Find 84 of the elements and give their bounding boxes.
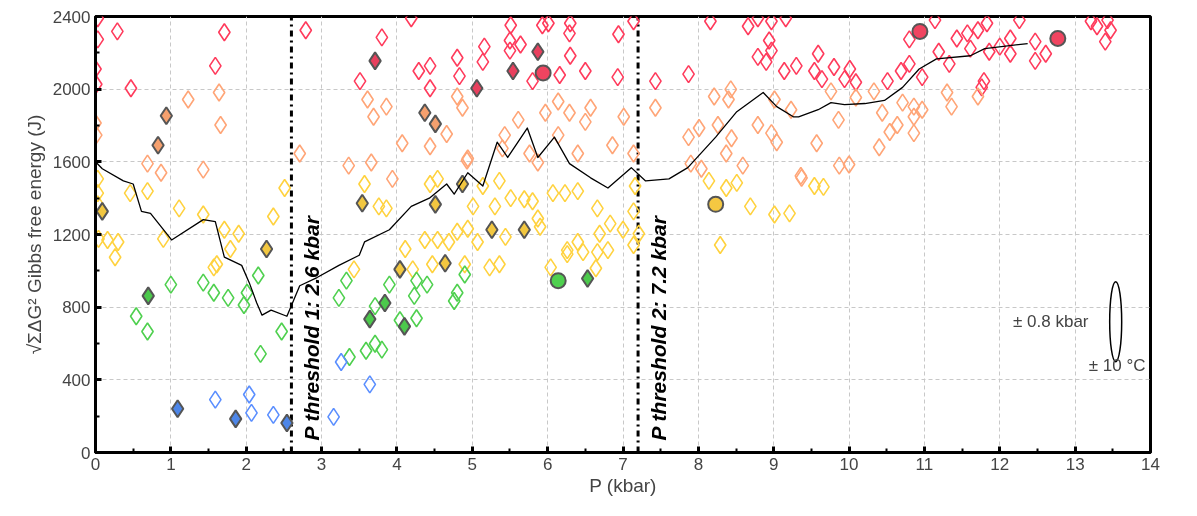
point	[517, 220, 531, 240]
y-tick-label: 2400	[52, 7, 91, 27]
point	[208, 390, 222, 409]
point	[428, 194, 443, 214]
ref-line-label: P threshold 2: 7.2 kbar	[647, 214, 671, 441]
point	[407, 286, 421, 306]
point	[580, 268, 595, 288]
point	[368, 296, 382, 316]
x-tick-label: 14	[1141, 454, 1160, 474]
point	[418, 103, 432, 123]
point	[447, 291, 461, 311]
point	[363, 375, 377, 394]
point	[342, 347, 356, 367]
annotation: ± 10 °C	[1088, 355, 1146, 375]
annotation: ± 0.8 kbar	[1013, 312, 1089, 332]
x-tick-label: 10	[839, 454, 859, 474]
point	[95, 201, 109, 221]
x-tick-label: 11	[915, 454, 934, 474]
point	[450, 283, 464, 303]
x-tick-label: 6	[542, 454, 553, 474]
point	[332, 288, 346, 308]
point	[327, 407, 341, 427]
point	[159, 106, 173, 126]
point	[164, 275, 178, 294]
x-axis-title: P (kbar)	[589, 474, 657, 496]
point	[470, 78, 484, 98]
point	[207, 283, 221, 303]
point	[438, 253, 452, 273]
x-tick-label: 7	[618, 454, 628, 474]
point	[363, 309, 377, 329]
point	[129, 306, 143, 326]
point	[221, 288, 235, 308]
x-tick-label: 5	[467, 454, 478, 474]
point	[334, 352, 348, 372]
point	[240, 283, 254, 303]
point	[375, 340, 389, 359]
point	[141, 286, 155, 306]
x-tick-label: 3	[316, 454, 327, 474]
point	[382, 275, 396, 294]
point	[378, 293, 392, 313]
point	[368, 334, 382, 353]
point	[339, 271, 353, 290]
point	[229, 409, 243, 429]
point	[355, 193, 369, 213]
point	[397, 316, 412, 336]
x-tick-label: 4	[392, 454, 402, 474]
point	[359, 341, 373, 361]
point	[911, 22, 929, 40]
point	[259, 239, 274, 259]
y-tick-label: 1200	[52, 225, 91, 245]
point	[531, 42, 545, 62]
point	[237, 295, 251, 315]
y-axis-title: √ΣΔG² Gibbs free energy (J)	[23, 114, 45, 355]
point	[458, 265, 472, 284]
point	[280, 413, 294, 433]
point	[485, 220, 499, 240]
x-tick-label: 12	[990, 454, 1010, 474]
y-tick-label: 2000	[52, 80, 91, 100]
point	[428, 114, 443, 134]
point	[549, 272, 567, 290]
y-tick-label: 800	[62, 298, 91, 318]
point	[275, 322, 289, 341]
point	[151, 135, 165, 155]
point	[251, 266, 265, 285]
point	[196, 273, 210, 292]
point	[242, 385, 256, 404]
x-tick-label: 13	[1065, 454, 1085, 474]
point	[506, 61, 520, 81]
x-tick-label: 2	[241, 454, 251, 474]
x-tick-label: 8	[693, 454, 704, 474]
point	[266, 405, 280, 425]
x-tick-label: 9	[768, 454, 779, 474]
point	[393, 259, 407, 279]
point	[420, 275, 434, 294]
point	[707, 195, 725, 213]
y-tick-label: 400	[62, 370, 91, 390]
x-tick-label: 1	[166, 454, 176, 474]
point	[368, 51, 382, 71]
y-tick-label: 1600	[52, 152, 91, 172]
point	[1049, 30, 1067, 47]
point	[393, 310, 407, 330]
point	[534, 64, 552, 82]
point	[170, 399, 185, 419]
ref-line-label: P threshold 1: 2.6 kbar	[300, 214, 324, 441]
